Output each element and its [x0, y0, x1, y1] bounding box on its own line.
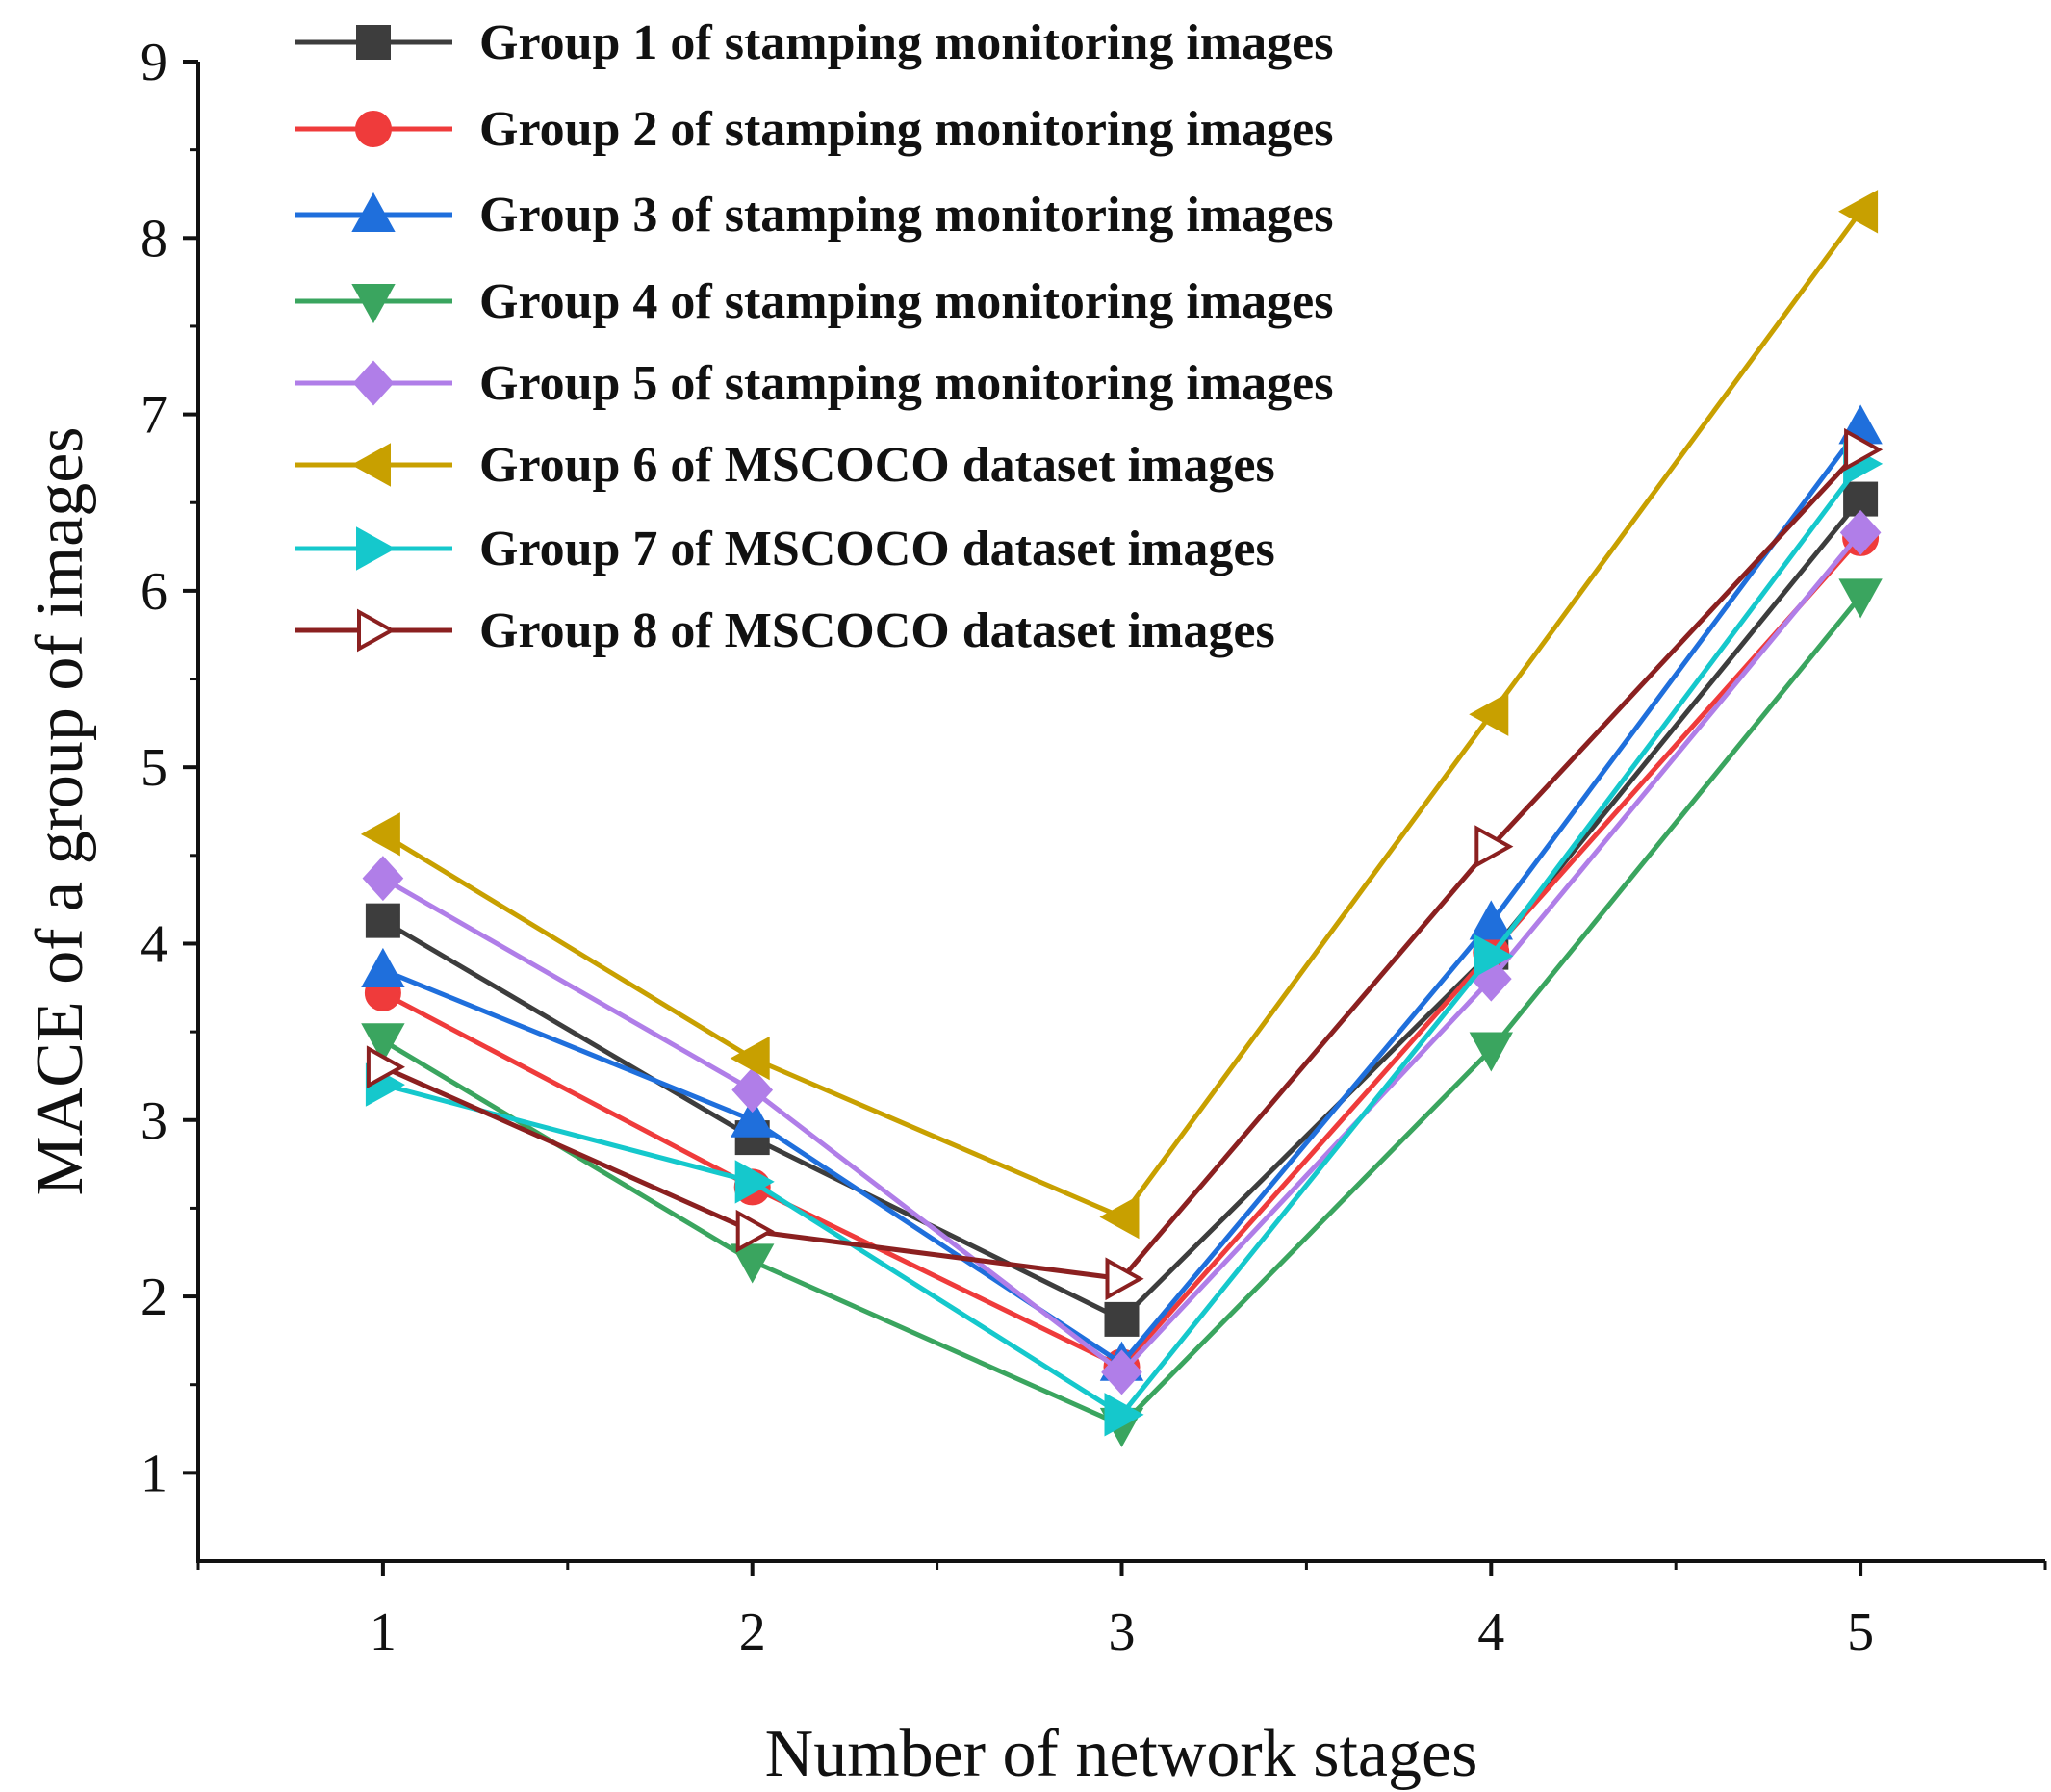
series-7-point	[734, 1160, 775, 1204]
series-5-line	[381, 530, 1863, 1375]
series-6-point	[730, 1036, 770, 1081]
series-6-point	[1099, 1194, 1140, 1240]
series-8	[366, 427, 1884, 1301]
series-8-point	[1474, 825, 1514, 869]
axis-ticks: 1 2 3 4 5 6 7 8 9 1 2 3 4 5	[141, 33, 2047, 1662]
legend-item: Group 2 of stamping monitoring images	[295, 102, 1333, 157]
legend-label: Group 3 of stamping monitoring images	[479, 188, 1333, 243]
series-3-point	[731, 1097, 775, 1138]
series-lines	[360, 190, 1884, 1447]
y-tick-label: 1	[141, 1444, 167, 1503]
y-tick-label: 6	[141, 562, 167, 622]
x-tick-label: 4	[1477, 1602, 1504, 1662]
y-tick-label: 2	[141, 1267, 167, 1327]
legend-swatch-marker	[355, 111, 392, 147]
y-tick-label: 9	[141, 33, 167, 92]
y-axis-title: MACE of a group of images	[23, 426, 97, 1195]
x-tick-label: 5	[1847, 1602, 1874, 1662]
legend-item: Group 5 of stamping monitoring images	[295, 356, 1333, 411]
series-4-point	[1838, 578, 1883, 619]
y-tick-label: 7	[141, 386, 167, 446]
series-3-point	[1469, 900, 1513, 940]
series-8-point	[366, 1045, 405, 1089]
legend-swatch-marker	[356, 25, 391, 60]
x-tick-label: 3	[1109, 1602, 1136, 1662]
legend-swatch-marker	[357, 608, 397, 653]
legend-swatch-marker	[351, 192, 396, 232]
legend-item: Group 3 of stamping monitoring images	[295, 188, 1333, 243]
series-4-point	[731, 1243, 775, 1284]
series-6-point	[360, 812, 400, 857]
series-1-point	[365, 903, 400, 938]
legend-item: Group 4 of stamping monitoring images	[295, 274, 1333, 329]
series-5-point	[1101, 1349, 1142, 1395]
y-tick-label: 5	[141, 738, 167, 798]
series-6	[360, 190, 1879, 1240]
series-2-line	[381, 536, 1862, 1370]
legend-swatch-marker	[356, 526, 397, 571]
legend-label: Group 4 of stamping monitoring images	[479, 274, 1333, 329]
x-tick-label: 2	[739, 1602, 766, 1662]
legend: Group 1 of stamping monitoring images Gro…	[295, 15, 1333, 658]
series-6-point	[1838, 190, 1879, 234]
y-tick-label: 3	[141, 1091, 167, 1151]
series-5-point	[731, 1067, 774, 1114]
legend-item: Group 8 of MSCOCO dataset images	[295, 603, 1275, 658]
legend-swatch-marker	[352, 360, 395, 406]
legend-swatch-marker	[350, 443, 391, 487]
series-8-point	[735, 1209, 775, 1253]
legend-item: Group 7 of MSCOCO dataset images	[295, 522, 1275, 576]
series-1-point	[1843, 481, 1879, 517]
series-8-point	[1105, 1257, 1144, 1301]
series-5-point	[1839, 509, 1882, 555]
y-tick-label: 4	[141, 914, 167, 974]
y-tick-label: 8	[141, 209, 167, 269]
series-7-point	[1104, 1393, 1144, 1437]
series-5-point	[362, 856, 404, 902]
legend-label: Group 2 of stamping monitoring images	[479, 102, 1333, 157]
legend-label: Group 7 of MSCOCO dataset images	[479, 522, 1275, 576]
legend-label: Group 1 of stamping monitoring images	[479, 15, 1333, 70]
legend-label: Group 5 of stamping monitoring images	[479, 356, 1333, 411]
series-6-point	[1469, 692, 1509, 736]
series-3-point	[361, 947, 405, 987]
series-4-point	[1469, 1032, 1513, 1072]
series-8-point	[1844, 427, 1884, 472]
legend-swatch-marker	[351, 284, 396, 324]
legend-item: Group 6 of MSCOCO dataset images	[295, 438, 1275, 493]
x-axis-title: Number of network stages	[765, 1717, 1478, 1791]
legend-item: Group 1 of stamping monitoring images	[295, 15, 1333, 70]
series-7	[365, 442, 1884, 1437]
series-7-point	[1474, 934, 1514, 978]
x-tick-label: 1	[370, 1602, 397, 1662]
series-4-point	[361, 1023, 405, 1063]
series-1-point	[1104, 1301, 1140, 1337]
legend-label: Group 8 of MSCOCO dataset images	[479, 603, 1275, 658]
legend-label: Group 6 of MSCOCO dataset images	[479, 438, 1275, 493]
